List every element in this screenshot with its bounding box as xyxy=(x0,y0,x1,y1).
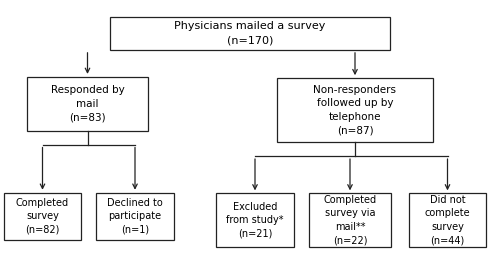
FancyBboxPatch shape xyxy=(278,78,432,142)
Text: Non-responders
followed up by
telephone
(n=87): Non-responders followed up by telephone … xyxy=(314,85,396,135)
FancyBboxPatch shape xyxy=(216,193,294,247)
FancyBboxPatch shape xyxy=(409,193,486,247)
Text: Responded by
mail
(n=83): Responded by mail (n=83) xyxy=(50,85,124,122)
FancyBboxPatch shape xyxy=(4,193,81,240)
Text: Declined to
participate
(n=1): Declined to participate (n=1) xyxy=(107,198,163,235)
FancyBboxPatch shape xyxy=(96,193,174,240)
Text: Physicians mailed a survey
(n=170): Physicians mailed a survey (n=170) xyxy=(174,22,326,45)
FancyBboxPatch shape xyxy=(308,193,391,247)
FancyBboxPatch shape xyxy=(110,17,390,50)
Text: Excluded
from study*
(n=21): Excluded from study* (n=21) xyxy=(226,201,284,239)
Text: Completed
survey
(n=82): Completed survey (n=82) xyxy=(16,198,69,235)
FancyBboxPatch shape xyxy=(28,77,148,131)
Text: Did not
complete
survey
(n=44): Did not complete survey (n=44) xyxy=(424,195,470,246)
Text: Completed
survey via
mail**
(n=22): Completed survey via mail** (n=22) xyxy=(324,195,376,246)
